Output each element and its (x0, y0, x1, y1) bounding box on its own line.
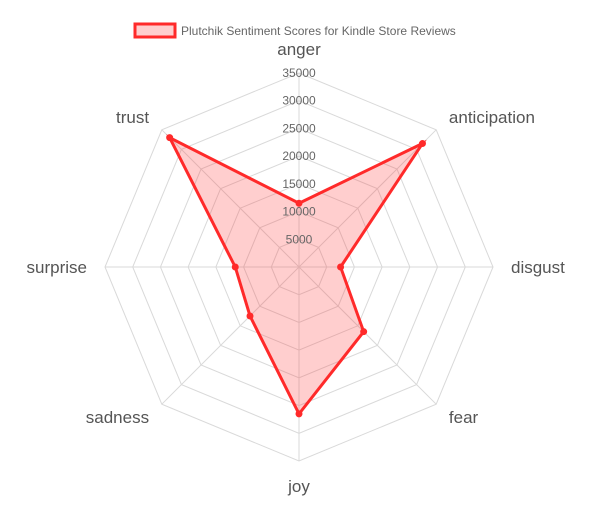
axis-labels: anger anticipation disgust fear joy sadness su… (27, 40, 566, 496)
tick-label: 20000 (282, 149, 316, 163)
data-point (360, 328, 368, 336)
data-point (418, 140, 426, 148)
tick-label: 25000 (282, 121, 316, 135)
series-layer (166, 134, 427, 418)
axis-label: fear (449, 408, 479, 427)
axis-label: sadness (86, 408, 149, 427)
tick-label: 15000 (282, 177, 316, 191)
data-point (337, 263, 345, 271)
data-point (231, 263, 239, 271)
axis-label: anger (277, 40, 321, 59)
tick-label: 30000 (282, 94, 316, 108)
data-point (295, 410, 303, 418)
spoke-line (161, 266, 300, 405)
tick-label: 5000 (286, 232, 313, 246)
axis-label: joy (287, 477, 310, 496)
data-point (246, 312, 254, 320)
series-area (169, 137, 423, 414)
legend-label[interactable]: Plutchik Sentiment Scores for Kindle Sto… (181, 24, 456, 38)
axis-label: trust (116, 108, 149, 127)
data-point (166, 134, 174, 142)
spoke-line (161, 129, 300, 268)
spoke-line (298, 129, 437, 268)
legend-swatch[interactable] (133, 22, 177, 39)
axis-label: anticipation (449, 108, 535, 127)
radar-grid (104, 72, 494, 462)
axis-label: disgust (511, 258, 565, 277)
tick-labels: 5000 10000 15000 20000 25000 30000 35000 (282, 66, 316, 246)
legend[interactable]: Plutchik Sentiment Scores for Kindle Sto… (133, 22, 456, 39)
data-point (295, 199, 303, 207)
tick-label: 35000 (282, 66, 316, 80)
tick-label: 10000 (282, 205, 316, 219)
axis-label: surprise (27, 258, 87, 277)
spoke-line (298, 266, 437, 405)
